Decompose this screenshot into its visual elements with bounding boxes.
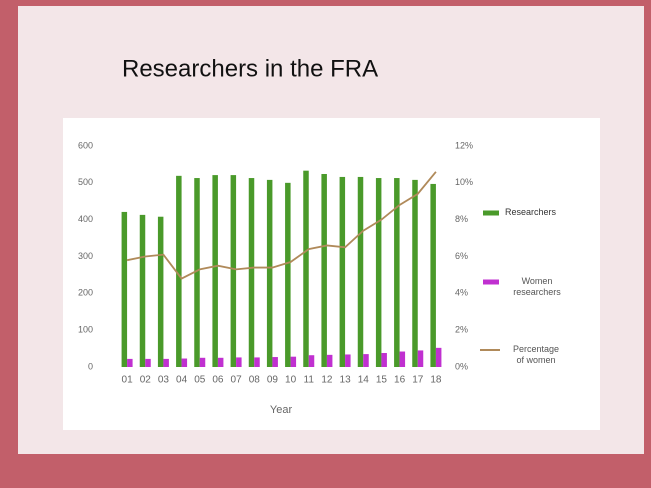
bar [157, 216, 164, 367]
bar [435, 347, 442, 367]
x-tick-label: 05 [194, 375, 206, 386]
x-tick-label: 11 [304, 375, 315, 386]
bar [163, 358, 169, 367]
x-tick-label: 06 [212, 375, 224, 386]
x-tick-label: 17 [412, 375, 424, 386]
legend-label: Researchers [505, 207, 557, 217]
bar [345, 354, 351, 367]
bar [272, 357, 278, 367]
y2-tick-label: 4% [455, 288, 468, 298]
bar [176, 175, 182, 367]
x-tick-label: 12 [321, 375, 333, 386]
chart-title: Researchers in the FRA [122, 55, 378, 82]
x-tick-label: 04 [176, 375, 188, 386]
legend-key [483, 210, 499, 216]
bar [417, 350, 424, 367]
x-tick-label: 03 [158, 375, 170, 386]
x-tick-label: 13 [340, 375, 352, 386]
x-tick-label: 01 [122, 375, 134, 386]
y-tick-label: 600 [78, 140, 93, 150]
plot-panel [63, 118, 600, 430]
bar [308, 355, 315, 367]
x-tick-label: 02 [140, 375, 152, 386]
bar [430, 183, 436, 367]
y2-tick-label: 10% [455, 177, 473, 187]
bar [290, 356, 297, 367]
bar [399, 351, 406, 367]
y2-tick-label: 6% [455, 251, 468, 261]
bar [375, 178, 382, 367]
bar [254, 357, 260, 367]
bar [212, 175, 218, 367]
y-tick-label: 100 [78, 325, 93, 335]
y-tick-label: 300 [78, 251, 93, 261]
bar [303, 170, 309, 367]
bar [285, 182, 291, 367]
bar [381, 353, 387, 367]
bar [121, 211, 128, 367]
bar [194, 178, 200, 367]
y2-tick-label: 8% [455, 214, 468, 224]
x-tick-label: 08 [249, 375, 261, 386]
bar [217, 357, 224, 367]
line [126, 171, 437, 280]
x-axis-label: Year [270, 404, 293, 416]
x-tick-label: 09 [267, 375, 279, 386]
x-tick-label: 07 [231, 375, 243, 386]
y2-tick-label: 2% [455, 325, 468, 335]
bar [321, 173, 327, 367]
y-tick-label: 500 [78, 177, 93, 187]
x-tick-label: 16 [394, 375, 406, 386]
x-tick-label: 10 [285, 375, 297, 386]
bar [199, 357, 206, 367]
y2-tick-label: 0% [455, 361, 468, 371]
x-tick-label: 18 [430, 375, 442, 386]
bar [266, 179, 273, 367]
x-tick-label: 15 [376, 375, 388, 386]
legend-key [483, 279, 499, 285]
legend-label: Women researchers [513, 276, 561, 297]
bar [127, 358, 133, 367]
y-tick-label: 200 [78, 288, 93, 298]
bar [145, 358, 151, 367]
bar [339, 176, 346, 367]
bar [139, 214, 146, 367]
x-tick-label: 14 [358, 375, 370, 386]
bar [394, 178, 400, 367]
bar [357, 176, 364, 367]
bar [363, 354, 369, 367]
bar [326, 354, 333, 367]
bar [236, 357, 242, 367]
bar [412, 179, 418, 367]
bar [181, 358, 188, 367]
bar [230, 175, 237, 367]
y-tick-label: 400 [78, 214, 93, 224]
y-tick-label: 0 [88, 361, 93, 371]
bar [248, 178, 255, 367]
y2-tick-label: 12% [455, 140, 473, 150]
legend-label: Percentage of women [512, 344, 560, 365]
